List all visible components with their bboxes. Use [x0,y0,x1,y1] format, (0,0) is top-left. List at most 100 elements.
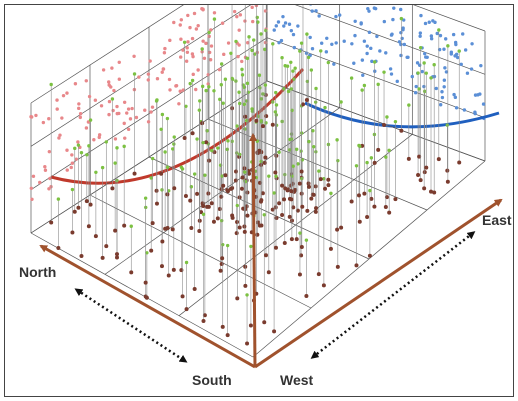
top-point [457,49,461,53]
top-point [300,158,304,162]
east-wall-point [291,32,296,37]
north-wall-point [222,52,226,57]
ground-point [228,186,233,191]
north-wall-point [57,136,61,140]
ground-point [372,160,377,165]
north-wall-point [48,176,52,181]
top-point [259,97,264,101]
ground-point [220,256,225,261]
north-wall-point [77,102,81,106]
ground-point [235,296,240,301]
east-wall-point [459,62,463,66]
east-wall-point [452,92,456,97]
north-wall-point [207,50,212,55]
ground-point [225,189,230,194]
top-point [234,39,238,44]
wall-grid-line [295,5,486,75]
east-wall-point [438,33,443,38]
east-wall-point [418,34,422,38]
ground-point [192,286,197,291]
top-point [257,73,262,77]
north-wall-point [77,106,81,111]
ground-point [239,186,244,191]
north-wall-point [30,197,34,202]
ground-point [335,264,340,269]
top-point [163,150,167,154]
ground-point [297,181,302,186]
top-point [87,144,91,148]
ground-point [76,205,81,210]
north-wall-point [47,149,52,154]
top-point [357,143,361,148]
top-point [171,147,175,151]
top-point [291,164,295,168]
top-point [259,159,263,164]
top-point [274,174,278,178]
top-point [230,76,234,81]
north-wall-point [87,94,92,99]
ground-point [159,264,164,269]
ground-point [170,227,175,232]
east-wall-point [352,61,356,65]
north-wall-point [250,5,254,10]
ground-point [154,201,159,206]
east-wall-point [469,67,474,71]
ground-point [260,191,265,196]
ground-point [304,294,309,299]
ground-point [86,224,91,229]
ground-point [237,225,242,230]
top-point [221,101,225,105]
east-wall-point [372,6,377,10]
ground-point [289,197,294,202]
east-label: East [482,212,512,228]
top-point [160,188,164,192]
east-wall-point [395,79,399,84]
top-point [200,84,205,89]
top-point [429,76,433,80]
north-wall-point [61,93,66,98]
top-point [267,174,271,178]
east-wall-trend-curve [304,101,500,129]
top-point [165,165,170,169]
wall-grid-line [266,37,486,118]
top-point [184,104,188,109]
top-point [274,103,279,107]
north-wall-point [226,41,231,45]
ground-point [248,323,253,328]
ground-point [274,215,279,220]
ground-point [259,223,264,228]
ground-point [362,191,367,196]
wall-grid-line [30,5,184,104]
north-wall-point [178,23,182,27]
ground-point [197,218,202,223]
wall-grid-line [413,5,486,32]
top-point [349,76,354,80]
top-point [387,148,391,153]
top-point [262,213,266,217]
top-point [225,147,229,152]
east-wall-point [449,50,454,54]
east-wall-point [442,47,446,51]
north-wall-point [191,72,195,77]
north-wall-point [184,59,189,63]
north-wall-point [232,9,237,14]
east-wall-point [337,13,342,17]
ground-point [197,228,202,233]
north-wall-point [107,80,111,84]
east-wall-point [296,24,300,28]
east-wall-point [465,71,470,75]
top-point [263,83,268,87]
ground-point [457,160,462,165]
east-wall-point [413,90,418,95]
north-wall-point [134,115,139,120]
east-wall-point [444,37,448,41]
ground-point [383,204,388,209]
ground-point [201,203,206,208]
east-wall-point [453,54,457,58]
north-wall-point [188,25,192,30]
ground-point [219,187,224,192]
east-wall-point [440,95,445,100]
north-wall-point [132,54,136,59]
ground-point [429,189,434,194]
ground-point [150,221,155,226]
